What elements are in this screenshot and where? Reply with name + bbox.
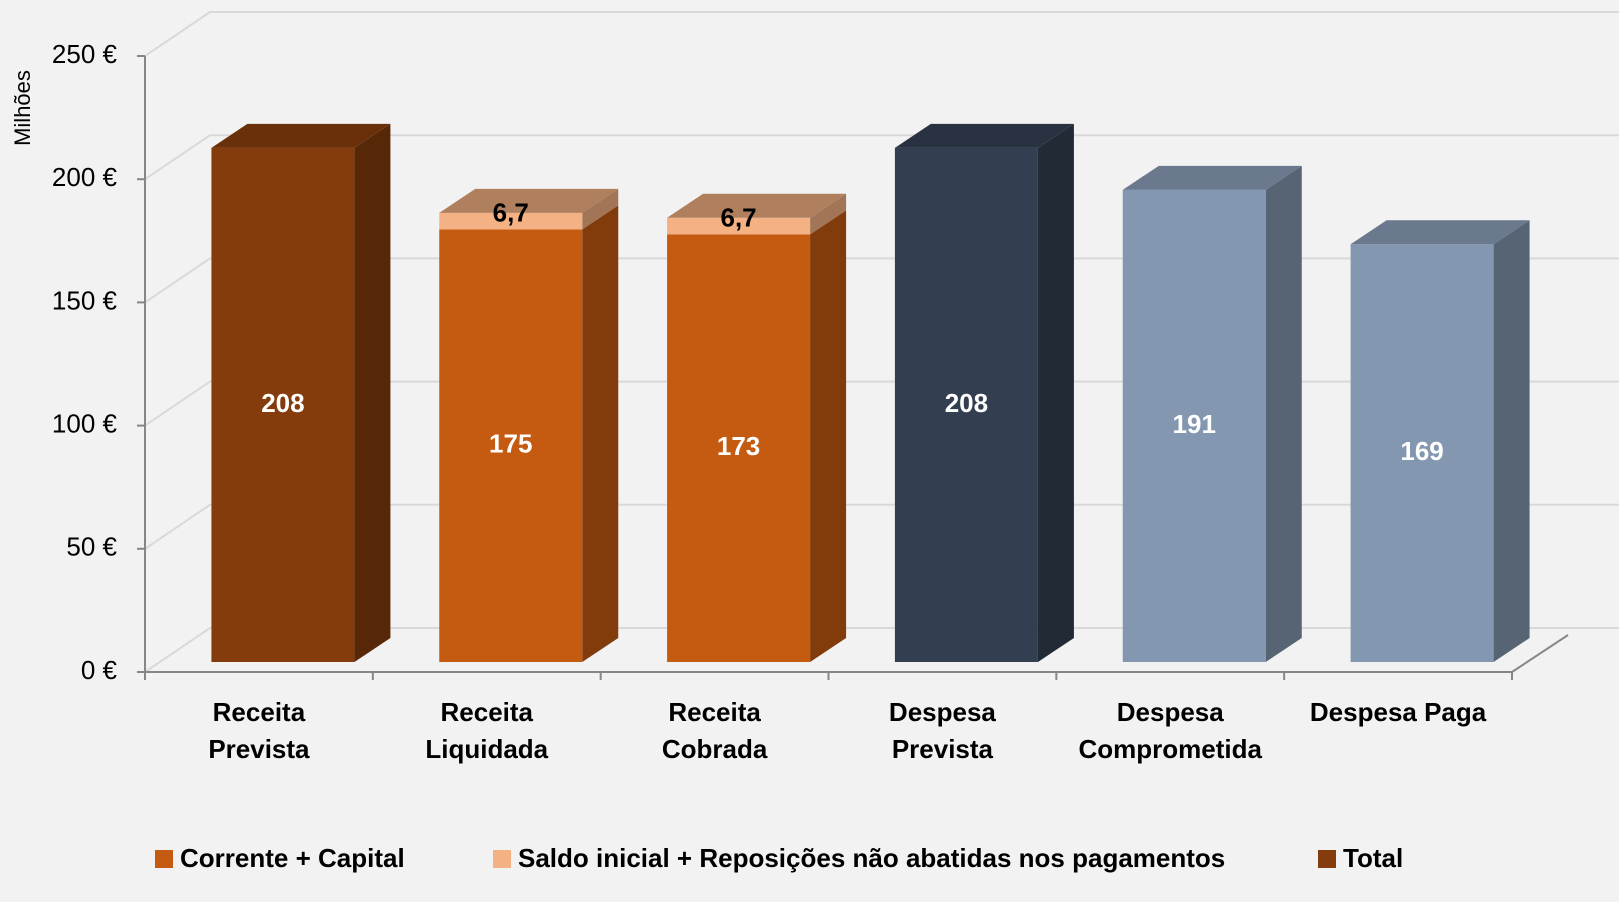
bar-top xyxy=(1350,220,1530,245)
data-label: 208 xyxy=(945,388,988,418)
x-tick-label: Despesa Paga xyxy=(1310,697,1487,727)
bar xyxy=(439,212,583,230)
bar-side xyxy=(810,193,847,235)
bar xyxy=(211,147,355,663)
data-label: 6,7 xyxy=(493,198,529,228)
x-tick-label-line: Comprometida xyxy=(1079,734,1263,764)
x-tick-label-line: Despesa Paga xyxy=(1310,697,1487,727)
x-tick-label-line: Receita xyxy=(441,697,534,727)
legend-label: Saldo inicial + Reposições não abatidas … xyxy=(518,843,1225,873)
bar-side xyxy=(354,123,391,663)
x-tick-label: Receita Prevista xyxy=(208,697,310,764)
bar-top xyxy=(667,193,847,218)
bar-top xyxy=(1122,165,1302,190)
data-label: 191 xyxy=(1173,409,1216,439)
legend-label: Total xyxy=(1343,843,1403,873)
floor-edge xyxy=(1511,634,1569,673)
bar xyxy=(1350,244,1494,662)
y-tick-label: 100 € xyxy=(52,408,118,438)
bar-side xyxy=(810,210,847,662)
data-label: 169 xyxy=(1400,436,1443,466)
y-tick-label: 150 € xyxy=(52,285,118,315)
x-tick-label-line: Despesa xyxy=(1117,697,1224,727)
grid-line xyxy=(144,11,1619,57)
x-tick-label-line: Cobrada xyxy=(662,734,768,764)
x-tick-label-line: Prevista xyxy=(892,734,994,764)
bar xyxy=(894,147,1038,663)
y-axis-label: Milhões xyxy=(10,70,35,146)
bar xyxy=(667,234,811,662)
legend-swatch xyxy=(1318,850,1336,868)
bar xyxy=(1122,189,1266,662)
y-tick-label: 250 € xyxy=(52,39,118,69)
data-label: 6,7 xyxy=(721,203,757,233)
x-tick-label: Receita Cobrada xyxy=(662,697,768,764)
bar-side xyxy=(582,188,619,230)
y-tick-label: 50 € xyxy=(66,532,117,562)
data-label: 208 xyxy=(261,388,304,418)
x-tick-label-line: Receita xyxy=(668,697,761,727)
y-tick-label: 0 € xyxy=(81,655,118,685)
bar-top xyxy=(439,188,619,213)
bar-side xyxy=(1037,123,1074,663)
bar-top xyxy=(894,123,1074,148)
x-tick-label-line: Receita xyxy=(213,697,306,727)
bar-side xyxy=(1493,220,1530,662)
bar xyxy=(667,217,811,235)
bar-side xyxy=(582,205,619,662)
bar-top xyxy=(211,123,391,148)
x-tick-label-line: Liquidada xyxy=(425,734,548,764)
legend-swatch xyxy=(155,850,173,868)
x-tick-label: Despesa Prevista xyxy=(889,697,996,764)
x-tick-label-line: Prevista xyxy=(208,734,310,764)
bar xyxy=(439,229,583,662)
x-tick-label-line: Despesa xyxy=(889,697,996,727)
grid-line xyxy=(144,134,1619,181)
data-label: 175 xyxy=(489,429,532,459)
x-tick-label: Receita Liquidada xyxy=(425,697,548,764)
bar-side xyxy=(1265,165,1302,662)
x-tick-label: Despesa Comprometida xyxy=(1079,697,1263,764)
data-label: 173 xyxy=(717,431,760,461)
legend-label: Corrente + Capital xyxy=(180,843,405,873)
y-tick-label: 200 € xyxy=(52,162,118,192)
legend-swatch xyxy=(493,850,511,868)
